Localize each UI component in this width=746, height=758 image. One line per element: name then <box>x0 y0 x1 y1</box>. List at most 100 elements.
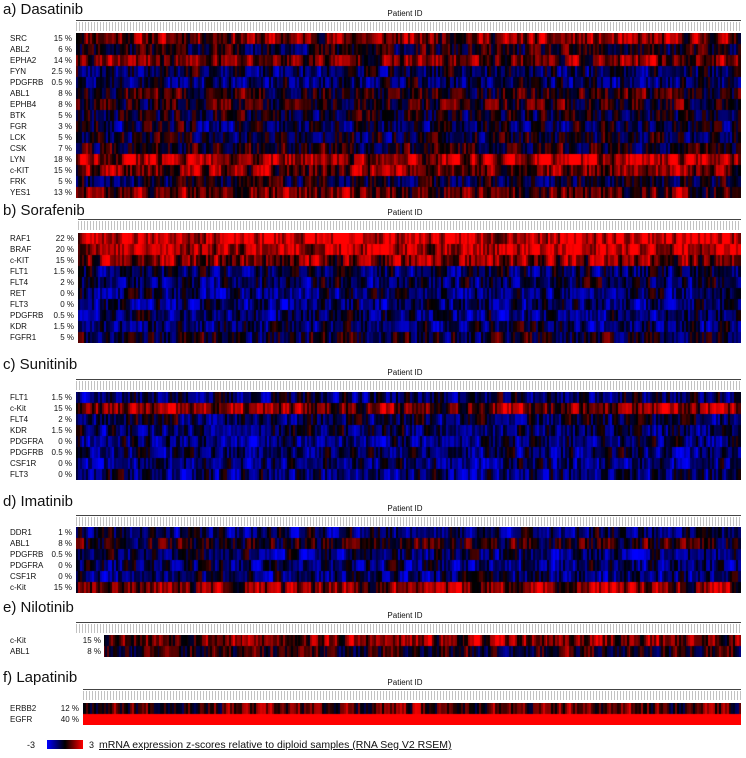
panel-title: e) Nilotinib <box>3 599 74 616</box>
gene-label-pdgfrb: PDGFRB <box>10 311 44 320</box>
pct-label-lck: 5 % <box>58 133 72 142</box>
patient-id-line <box>76 20 741 21</box>
gene-label-epha2: EPHA2 <box>10 56 37 65</box>
panel-title: f) Lapatinib <box>3 669 78 686</box>
pct-label-epha2: 14 % <box>53 56 72 65</box>
pct-label-flt1: 1.5 % <box>53 267 74 276</box>
pct-label-flt3: 0 % <box>60 300 74 309</box>
heatmap-sorafenib <box>78 233 741 343</box>
patient-id-line <box>76 515 741 516</box>
pct-label-pdgfra: 0 % <box>58 437 72 446</box>
gene-label-kdr: KDR <box>10 426 27 435</box>
legend-max-label: 3 <box>89 740 95 750</box>
gene-label-btk: BTK <box>10 111 26 120</box>
pct-label-pdgfrb: 0.5 % <box>51 78 72 87</box>
pct-label-frk: 5 % <box>58 177 72 186</box>
gene-label-frk: FRK <box>10 177 26 186</box>
gene-label-ret: RET <box>10 289 26 298</box>
gene-label-lck: LCK <box>10 133 26 142</box>
pct-label-ephb4: 8 % <box>58 100 72 109</box>
pct-label-c-kit: 15 % <box>82 636 101 645</box>
pct-label-abl1: 8 % <box>87 647 101 656</box>
patient-id-label: Patient ID <box>387 504 423 513</box>
gene-label-erbb2: ERBB2 <box>10 704 37 713</box>
patient-id-line <box>78 219 741 220</box>
gene-label-lyn: LYN <box>10 155 25 164</box>
legend-min-label: -3 <box>27 740 36 750</box>
pct-label-ret: 0 % <box>60 289 74 298</box>
pct-label-braf: 20 % <box>55 245 74 254</box>
gene-label-flt1: FLT1 <box>10 267 29 276</box>
heatmap-imatinib <box>76 527 741 593</box>
gene-label-fyn: FYN <box>10 67 26 76</box>
pct-label-lyn: 18 % <box>53 155 72 164</box>
patient-id-line <box>76 379 741 380</box>
pct-label-fgr: 3 % <box>58 122 72 131</box>
gene-label-c-kit: c-Kit <box>10 404 26 413</box>
gene-label-csf1r: CSF1R <box>10 572 37 581</box>
gene-label-c-kit: c-Kit <box>10 636 26 645</box>
heatmap-sunitinib <box>76 392 741 480</box>
gene-label-abl1: ABL1 <box>10 89 30 98</box>
patient-id-label: Patient ID <box>387 9 423 18</box>
pct-label-flt4: 2 % <box>58 415 72 424</box>
pct-label-flt4: 2 % <box>60 278 74 287</box>
pct-label-flt1: 1.5 % <box>51 393 72 402</box>
pct-label-csf1r: 0 % <box>58 459 72 468</box>
gene-label-fgr: FGR <box>10 122 27 131</box>
patient-id-ticks <box>83 691 741 700</box>
gene-label-pdgfrb: PDGFRB <box>10 448 44 457</box>
pct-label-pdgfra: 0 % <box>58 561 72 570</box>
gene-label-flt1: FLT1 <box>10 393 29 402</box>
gene-label-abl1: ABL1 <box>10 647 30 656</box>
pct-label-csf1r: 0 % <box>58 572 72 581</box>
pct-label-pdgfrb: 0.5 % <box>51 550 72 559</box>
gene-label-raf1: RAF1 <box>10 234 31 243</box>
patient-id-label: Patient ID <box>387 368 423 377</box>
gene-label-pdgfra: PDGFRA <box>10 561 44 570</box>
pct-label-c-kit: 15 % <box>53 166 72 175</box>
gene-label-ddr1: DDR1 <box>10 528 32 537</box>
heatmap-nilotinib <box>104 635 741 657</box>
gene-label-src: SRC <box>10 34 27 43</box>
gene-label-csk: CSK <box>10 144 27 153</box>
pct-label-btk: 5 % <box>58 111 72 120</box>
gene-label-egfr: EGFR <box>10 715 33 724</box>
gene-label-abl1: ABL1 <box>10 539 30 548</box>
patient-id-line <box>83 689 741 690</box>
pct-label-pdgfrb: 0.5 % <box>51 448 72 457</box>
pct-label-c-kit: 15 % <box>55 256 74 265</box>
pct-label-abl1: 8 % <box>58 89 72 98</box>
gene-label-flt3: FLT3 <box>10 470 29 479</box>
pct-label-abl1: 8 % <box>58 539 72 548</box>
patient-id-line <box>76 622 741 623</box>
pct-label-csk: 7 % <box>58 144 72 153</box>
gene-label-yes1: YES1 <box>10 188 31 197</box>
pct-label-kdr: 1.5 % <box>53 322 74 331</box>
patient-id-ticks <box>76 381 741 390</box>
color-legend: -3 3 mRNA expression z-scores relative t… <box>0 739 746 753</box>
pct-label-fgfr1: 5 % <box>60 333 74 342</box>
gene-label-pdgfra: PDGFRA <box>10 437 44 446</box>
panel-title: a) Dasatinib <box>3 1 84 18</box>
gene-label-fgfr1: FGFR1 <box>10 333 37 342</box>
panel-title: b) Sorafenib <box>3 202 85 219</box>
patient-id-ticks <box>78 221 741 230</box>
patient-id-label: Patient ID <box>387 611 423 620</box>
patient-id-label: Patient ID <box>387 208 423 217</box>
pct-label-yes1: 13 % <box>53 188 72 197</box>
pct-label-c-kit: 15 % <box>53 583 72 592</box>
patient-id-ticks <box>76 517 741 526</box>
legend-description: mRNA expression z-scores relative to dip… <box>99 739 452 751</box>
gene-label-flt3: FLT3 <box>10 300 29 309</box>
panel-title: d) Imatinib <box>3 493 74 510</box>
pct-label-erbb2: 12 % <box>60 704 79 713</box>
gene-label-kdr: KDR <box>10 322 27 331</box>
pct-label-flt3: 0 % <box>58 470 72 479</box>
panel-title: c) Sunitinib <box>3 356 78 373</box>
gene-label-csf1r: CSF1R <box>10 459 37 468</box>
gene-label-pdgfrb: PDGFRB <box>10 78 44 87</box>
gene-label-ephb4: EPHB4 <box>10 100 37 109</box>
gene-label-flt4: FLT4 <box>10 415 29 424</box>
gene-label-c-kit: c-KIT <box>10 256 30 265</box>
